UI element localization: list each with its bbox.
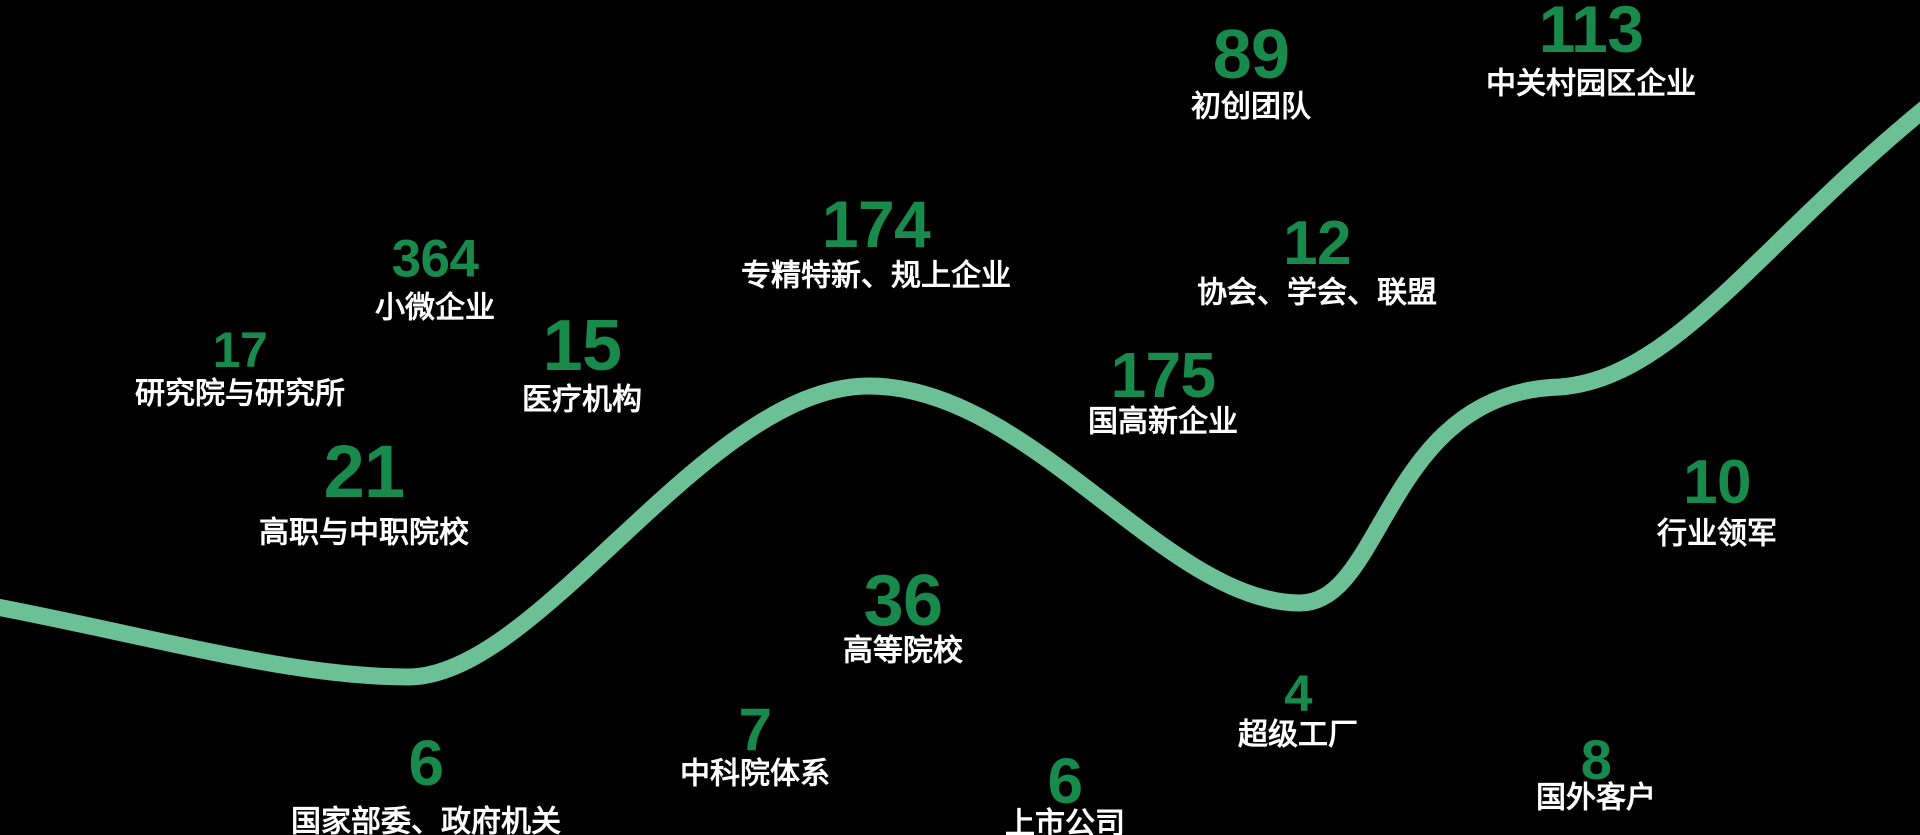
stat-label: 行业领军 [1657, 517, 1777, 551]
stat-value: 364 [391, 229, 479, 289]
stat-value: 174 [821, 187, 931, 261]
stat-value: 36 [863, 561, 943, 641]
stat-value: 10 [1683, 448, 1751, 517]
stat-value: 89 [1212, 15, 1290, 93]
stat-value: 17 [212, 322, 268, 378]
trend-curve [0, 101, 1920, 686]
stat-value: 6 [408, 727, 445, 799]
stat-label: 初创团队 [1191, 90, 1311, 124]
stat-label: 上市公司 [1005, 807, 1125, 835]
stat-value: 12 [1283, 209, 1351, 278]
stat-label: 国高新企业 [1088, 405, 1238, 439]
stat-label: 高职与中职院校 [259, 516, 469, 550]
stat-value: 15 [542, 306, 622, 386]
stat-label: 专精特新、规上企业 [741, 259, 1011, 293]
stat-value: 6 [1047, 745, 1084, 817]
stat-label: 医疗机构 [522, 383, 642, 417]
stat-value: 113 [1538, 0, 1644, 66]
stat-label: 超级工厂 [1238, 718, 1358, 752]
stat-value: 21 [323, 430, 406, 513]
stat-value: 8 [1580, 728, 1612, 791]
stat-value: 175 [1110, 339, 1217, 411]
stat-value: 7 [738, 696, 772, 763]
stat-label: 国家部委、政府机关 [291, 805, 561, 835]
stat-label: 高等院校 [843, 634, 963, 668]
stat-label: 协会、学会、联盟 [1197, 276, 1437, 310]
stat-label: 中关村园区企业 [1486, 67, 1696, 101]
stat-label: 国外客户 [1536, 781, 1656, 815]
stat-label: 中科院体系 [680, 757, 830, 791]
stat-label: 研究院与研究所 [135, 377, 345, 411]
stat-value: 4 [1284, 664, 1312, 722]
stat-label: 小微企业 [375, 291, 495, 325]
